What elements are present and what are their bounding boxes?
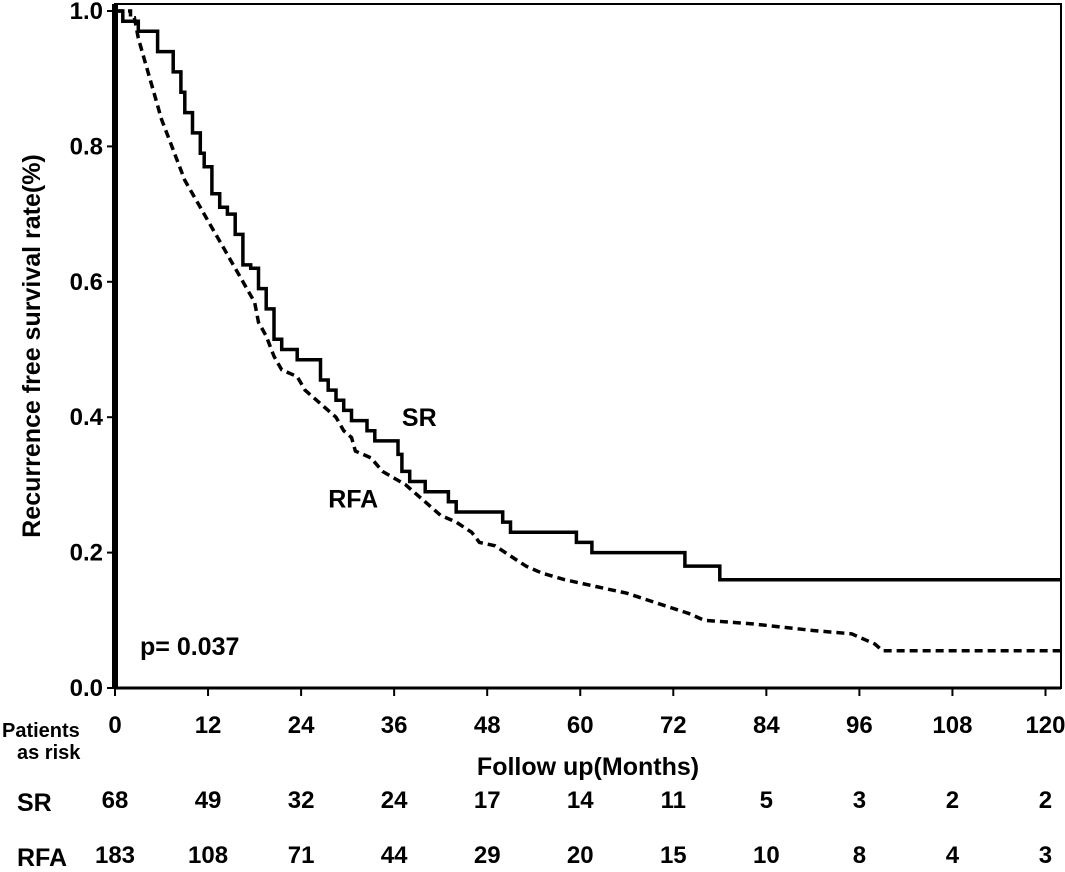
x-tick-label: 48 (474, 712, 501, 739)
y-tick-label: 0.6 (70, 269, 103, 296)
risk-count: 20 (567, 842, 594, 869)
x-tick-label: 84 (753, 712, 780, 739)
x-axis-ticks: 0 12 24 36 48 60 72 84 96 108 120 (108, 688, 1065, 739)
risk-count: 2 (946, 787, 959, 814)
risk-count: 68 (102, 787, 129, 814)
x-tick-label: 24 (288, 712, 315, 739)
risk-count: 49 (195, 787, 222, 814)
risk-header-line2: as risk (17, 742, 81, 764)
x-tick-label: 36 (381, 712, 408, 739)
y-axis-title: Recurrence free survival rate(%) (18, 154, 46, 538)
risk-count: 11 (661, 787, 686, 814)
y-axis-ticks: 0.0 0.2 0.4 0.6 0.8 1.0 (70, 0, 115, 702)
y-tick-label: 0.8 (70, 133, 103, 160)
annotation-layer: SR RFA p= 0.037 (140, 404, 437, 661)
risk-count: 3 (853, 787, 866, 814)
series-line-sr (115, 9, 1061, 582)
risk-count: 5 (760, 787, 773, 814)
series-label-rfa: RFA (328, 485, 378, 513)
risk-count: 44 (381, 842, 408, 869)
risk-count: 3 (1039, 842, 1052, 869)
risk-count: 183 (95, 842, 135, 869)
series-label-sr: SR (402, 404, 437, 432)
x-tick-label: 72 (660, 712, 687, 739)
risk-count: 71 (288, 842, 315, 869)
x-tick-label: 120 (1025, 712, 1065, 739)
risk-count: 8 (853, 842, 866, 869)
risk-count: 17 (474, 787, 501, 814)
x-axis-title: Follow up(Months) (477, 753, 699, 781)
risk-count: 32 (288, 787, 315, 814)
risk-count: 15 (660, 842, 687, 869)
series-line-rfa (115, 9, 1061, 653)
y-tick-label: 0.0 (70, 675, 103, 702)
x-tick-label: 60 (567, 712, 594, 739)
risk-header-line1: Patients (2, 720, 80, 742)
series-layer (115, 9, 1061, 653)
risk-count: 4 (946, 842, 960, 869)
y-tick-label: 0.2 (70, 540, 103, 567)
x-tick-label: 0 (108, 712, 121, 739)
risk-count: 108 (188, 842, 228, 869)
p-value-annotation: p= 0.037 (140, 633, 239, 661)
y-tick-label: 0.4 (70, 404, 104, 431)
risk-count: 2 (1039, 787, 1052, 814)
y-tick-label: 1.0 (70, 0, 103, 25)
risk-row-label: RFA (17, 844, 67, 872)
risk-count: 10 (753, 842, 780, 869)
risk-row-label: SR (17, 789, 52, 817)
risk-count: 24 (381, 787, 408, 814)
x-tick-label: 96 (846, 712, 873, 739)
x-tick-label: 12 (195, 712, 222, 739)
x-tick-label: 108 (932, 712, 972, 739)
risk-count: 29 (474, 842, 501, 869)
risk-count: 14 (567, 787, 594, 814)
